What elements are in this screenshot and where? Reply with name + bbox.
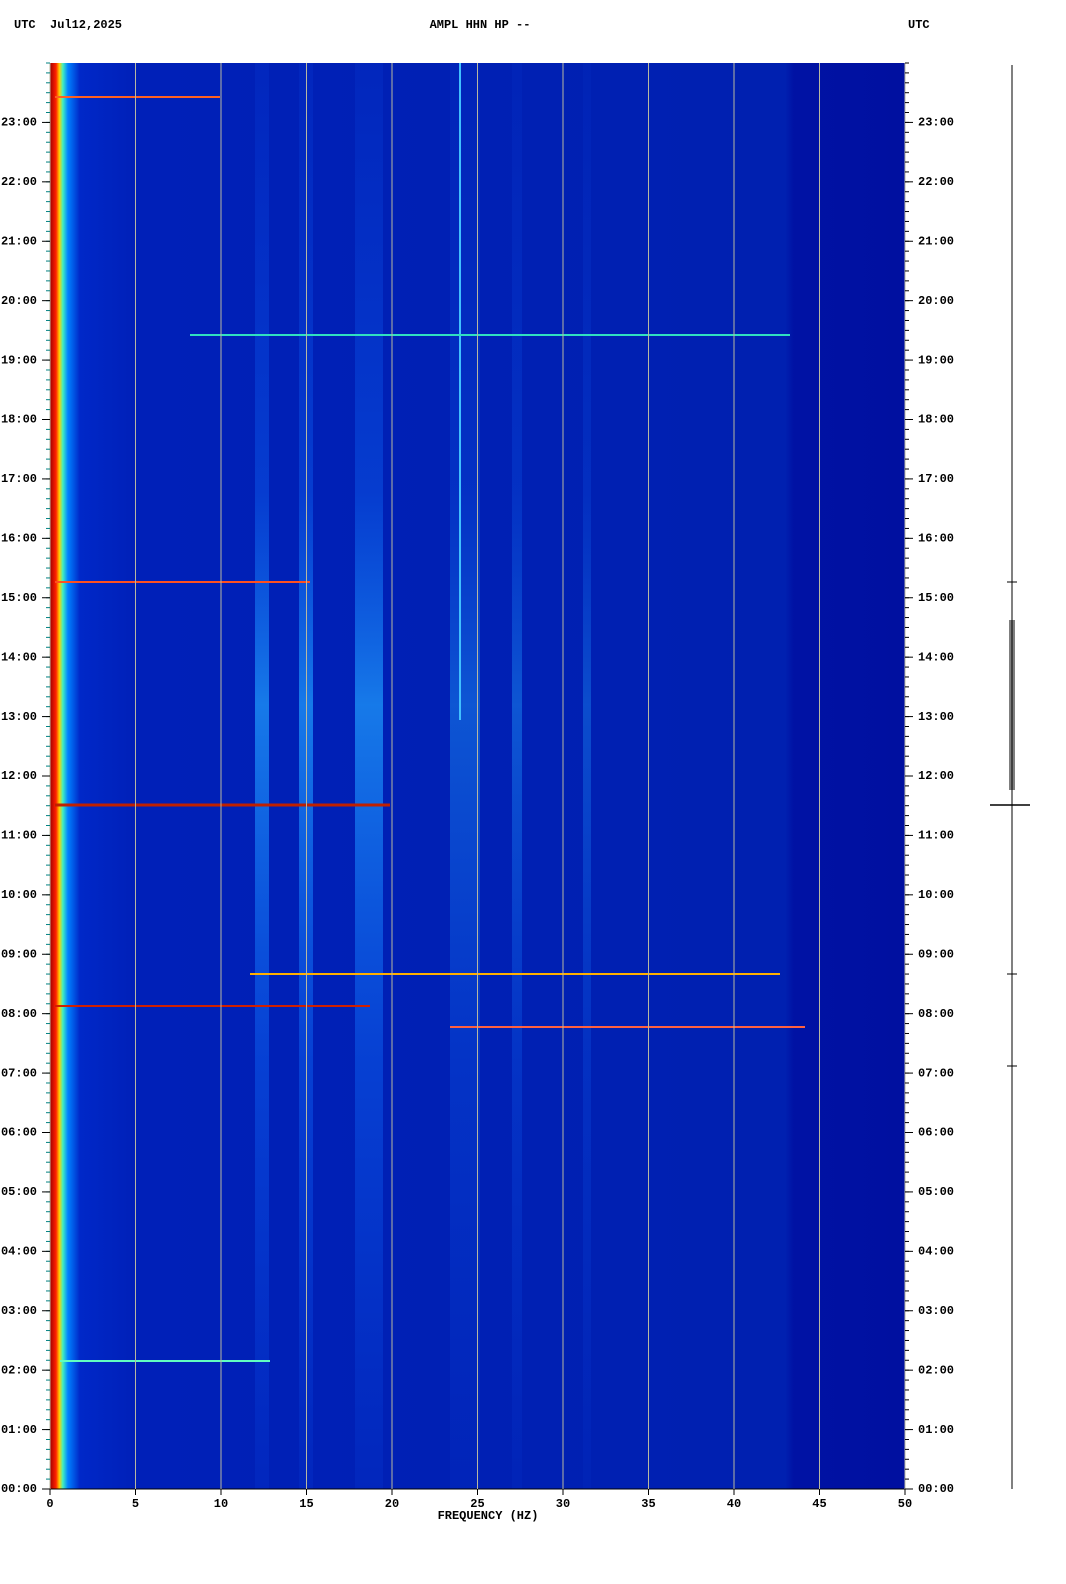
x-tick-label: 25 (470, 1497, 484, 1511)
x-axis-label: FREQUENCY (HZ) (438, 1509, 539, 1523)
x-tick-label: 15 (299, 1497, 313, 1511)
spectral-band (255, 63, 269, 1489)
y-tick-label-right: 07:00 (918, 1066, 954, 1080)
y-tick-label-right: 03:00 (918, 1304, 954, 1318)
y-tick-label: 10:00 (1, 888, 37, 902)
spectral-band (583, 63, 591, 1489)
y-tick-label-right: 08:00 (918, 1007, 954, 1021)
y-tick-label: 04:00 (1, 1245, 37, 1259)
x-tick-label: 30 (556, 1497, 570, 1511)
x-tick-label: 5 (132, 1497, 139, 1511)
y-tick-label: 09:00 (1, 947, 37, 961)
y-tick-label: 19:00 (1, 353, 37, 367)
y-tick-label: 18:00 (1, 413, 37, 427)
y-tick-label-right: 04:00 (918, 1245, 954, 1259)
y-tick-label-right: 23:00 (918, 116, 954, 130)
y-tick-label: 07:00 (1, 1066, 37, 1080)
y-tick-label: 14:00 (1, 650, 37, 664)
spectral-band (450, 63, 480, 1489)
y-tick-label-right: 21:00 (918, 234, 954, 248)
y-tick-label: 17:00 (1, 472, 37, 486)
x-tick-label: 10 (214, 1497, 228, 1511)
left-header: UTC (14, 18, 36, 32)
date: Jul12,2025 (50, 18, 122, 32)
spectral-band (355, 63, 383, 1489)
y-tick-label: 02:00 (1, 1363, 37, 1377)
y-tick-label-right: 12:00 (918, 769, 954, 783)
y-tick-label: 08:00 (1, 1007, 37, 1021)
y-tick-label-right: 00:00 (918, 1482, 954, 1496)
y-tick-label: 12:00 (1, 769, 37, 783)
y-tick-label-right: 17:00 (918, 472, 954, 486)
x-tick-label: 40 (727, 1497, 741, 1511)
y-tick-label-right: 10:00 (918, 888, 954, 902)
y-tick-label: 13:00 (1, 710, 37, 724)
y-tick-label: 01:00 (1, 1423, 37, 1437)
y-tick-label-right: 18:00 (918, 413, 954, 427)
y-tick-label-right: 13:00 (918, 710, 954, 724)
y-tick-label: 15:00 (1, 591, 37, 605)
y-tick-label: 06:00 (1, 1126, 37, 1140)
y-tick-label-right: 01:00 (918, 1423, 954, 1437)
y-tick-label: 00:00 (1, 1482, 37, 1496)
y-tick-label-right: 02:00 (918, 1363, 954, 1377)
y-tick-label-right: 06:00 (918, 1126, 954, 1140)
seismogram-trace (990, 65, 1030, 1489)
y-tick-label: 16:00 (1, 532, 37, 546)
y-tick-label-right: 22:00 (918, 175, 954, 189)
y-tick-label: 21:00 (1, 234, 37, 248)
right-header: UTC (908, 18, 930, 32)
spectral-band (512, 63, 522, 1489)
x-tick-label: 20 (385, 1497, 399, 1511)
y-tick-label: 03:00 (1, 1304, 37, 1318)
y-tick-label: 22:00 (1, 175, 37, 189)
y-tick-label-right: 11:00 (918, 829, 954, 843)
y-tick-label-right: 20:00 (918, 294, 954, 308)
y-tick-label: 05:00 (1, 1185, 37, 1199)
y-tick-label: 11:00 (1, 829, 37, 843)
chart-title: AMPL HHN HP -- (430, 18, 531, 32)
x-tick-label: 35 (641, 1497, 655, 1511)
x-tick-label: 50 (898, 1497, 912, 1511)
y-tick-label-right: 16:00 (918, 532, 954, 546)
trace-noise (1009, 620, 1015, 790)
y-tick-label-right: 19:00 (918, 353, 954, 367)
y-tick-label-right: 14:00 (918, 650, 954, 664)
y-tick-label: 20:00 (1, 294, 37, 308)
x-tick-label: 45 (812, 1497, 826, 1511)
y-tick-label-right: 09:00 (918, 947, 954, 961)
y-tick-label-right: 05:00 (918, 1185, 954, 1199)
y-tick-label-right: 15:00 (918, 591, 954, 605)
x-tick-label: 0 (46, 1497, 53, 1511)
y-tick-label: 23:00 (1, 116, 37, 130)
